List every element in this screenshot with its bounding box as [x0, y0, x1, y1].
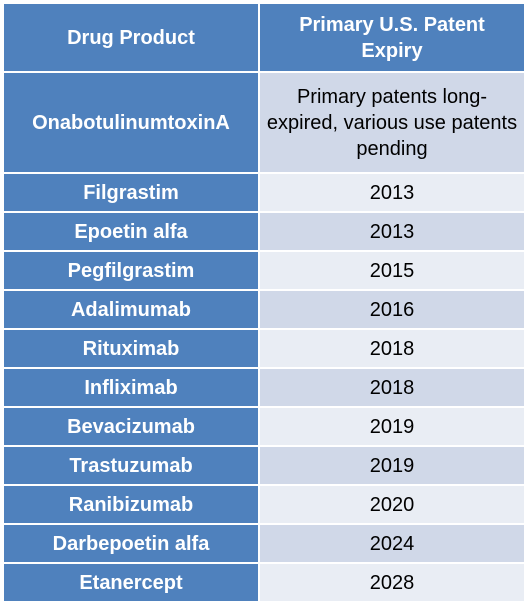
- table-row: Filgrastim 2013: [2, 172, 526, 213]
- drug-product-header: Drug Product: [2, 2, 260, 73]
- expiry-cell: 2015: [258, 250, 526, 291]
- expiry-cell: 2024: [258, 523, 526, 564]
- drug-name-cell: Epoetin alfa: [2, 211, 260, 252]
- drug-name-cell: Ranibizumab: [2, 484, 260, 525]
- drug-name-cell: OnabotulinumtoxinA: [2, 71, 260, 174]
- table-row: Ranibizumab 2020: [2, 484, 526, 525]
- expiry-cell: 2016: [258, 289, 526, 330]
- table-row: Trastuzumab 2019: [2, 445, 526, 486]
- table-row: Bevacizumab 2019: [2, 406, 526, 447]
- expiry-cell: 2018: [258, 328, 526, 369]
- table-row: Pegfilgrastim 2015: [2, 250, 526, 291]
- table-row: Rituximab 2018: [2, 328, 526, 369]
- expiry-cell: 2013: [258, 172, 526, 213]
- drug-name-cell: Adalimumab: [2, 289, 260, 330]
- expiry-cell: Primary patents long-expired, various us…: [258, 71, 526, 174]
- table-row: Darbepoetin alfa 2024: [2, 523, 526, 564]
- expiry-cell: 2019: [258, 445, 526, 486]
- table-header: Drug Product Primary U.S. Patent Expiry: [2, 2, 526, 73]
- table-row: Etanercept 2028: [2, 562, 526, 603]
- drug-name-cell: Filgrastim: [2, 172, 260, 213]
- drug-name-cell: Pegfilgrastim: [2, 250, 260, 291]
- drug-name-cell: Etanercept: [2, 562, 260, 603]
- table-row: Adalimumab 2016: [2, 289, 526, 330]
- table-row: Infliximab 2018: [2, 367, 526, 408]
- table-row: OnabotulinumtoxinA Primary patents long-…: [2, 71, 526, 174]
- drug-name-cell: Infliximab: [2, 367, 260, 408]
- drug-name-cell: Bevacizumab: [2, 406, 260, 447]
- expiry-cell: 2013: [258, 211, 526, 252]
- table-body: OnabotulinumtoxinA Primary patents long-…: [2, 71, 526, 603]
- drug-name-cell: Rituximab: [2, 328, 260, 369]
- expiry-cell: 2020: [258, 484, 526, 525]
- drug-name-cell: Darbepoetin alfa: [2, 523, 260, 564]
- drug-name-cell: Trastuzumab: [2, 445, 260, 486]
- expiry-cell: 2018: [258, 367, 526, 408]
- expiry-cell: 2019: [258, 406, 526, 447]
- primary-expiry-header: Primary U.S. Patent Expiry: [258, 2, 526, 73]
- table-row: Epoetin alfa 2013: [2, 211, 526, 252]
- expiry-cell: 2028: [258, 562, 526, 603]
- header-row: Drug Product Primary U.S. Patent Expiry: [2, 2, 526, 73]
